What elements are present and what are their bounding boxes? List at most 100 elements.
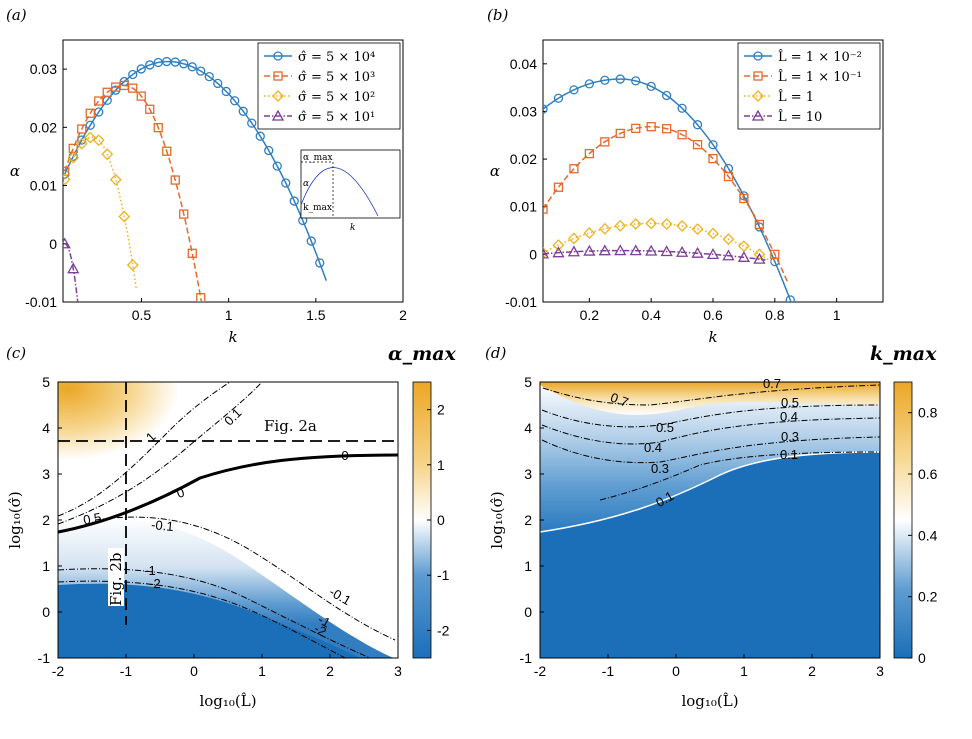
legend-marker [273, 71, 283, 81]
series-marker [306, 236, 316, 246]
x-tick-label: 3 [876, 663, 884, 679]
y-tick-label: 3 [42, 466, 50, 482]
y-axis-label: α [490, 162, 500, 180]
series-marker [583, 244, 596, 256]
y-tick-label: 5 [524, 374, 532, 390]
contour-label: 0.5 [656, 420, 674, 435]
y-tick-label: -0.01 [25, 294, 57, 310]
series-marker [660, 245, 673, 257]
contour-label: -0.1 [151, 517, 175, 534]
series-marker [179, 209, 189, 219]
series-marker [552, 239, 565, 252]
contour-label: 0.4 [644, 440, 662, 455]
series-marker [567, 232, 580, 245]
x-tick-label: -1 [120, 663, 133, 679]
series-marker [145, 60, 155, 70]
region-strong-negative [58, 583, 360, 658]
series-marker [708, 140, 718, 150]
contour-label: 0.3 [781, 429, 799, 444]
series-marker [708, 153, 718, 164]
series-marker [63, 237, 71, 249]
heatmap-c [58, 382, 398, 658]
y-tick-label: 0 [529, 246, 537, 262]
y-tick-label: 0 [524, 604, 532, 620]
series-marker [785, 295, 795, 302]
series-marker [567, 245, 581, 257]
colorbar-c-title: α_max [388, 343, 457, 365]
y-tick-label: -1 [38, 650, 51, 666]
y-tick-label: 0.02 [30, 119, 57, 135]
legend-marker [273, 51, 283, 61]
series-marker [722, 233, 735, 246]
series-marker [646, 81, 656, 92]
x-tick-label: 0.5 [132, 307, 152, 323]
series-marker [584, 79, 595, 89]
y-tick-label: 2 [42, 512, 50, 528]
series-marker [707, 227, 719, 240]
series-line [64, 243, 79, 302]
contour-label: 0.4 [780, 409, 798, 424]
contour-label: -2 [149, 576, 161, 591]
series-marker [128, 69, 138, 80]
legend-marker [271, 109, 285, 121]
series-marker [692, 120, 703, 130]
series-marker [196, 293, 206, 302]
y-tick-label: 0.03 [510, 103, 537, 119]
x-axis-label: log₁₀(L̂) [681, 692, 738, 710]
y-axis-label: log₁₀(σ̂) [488, 491, 506, 548]
legend-entry: σ̂ = 5 × 10¹ [298, 110, 375, 125]
series-marker [543, 104, 548, 114]
series-marker [196, 66, 206, 76]
y-tick-label: 0.02 [510, 151, 537, 167]
series-marker [145, 104, 155, 114]
series-marker [770, 249, 780, 260]
contour-labels-d: 0.70.70.50.50.40.40.30.30.10.1 [608, 376, 799, 510]
contour-label: 0.7 [608, 390, 630, 410]
legend-entry: L̂ = 10 [778, 109, 823, 125]
x-tick-label: 1 [740, 663, 748, 679]
inset-label-kmax: k_max [303, 203, 332, 213]
region-mid [540, 382, 880, 532]
contour-label: 0.5 [82, 510, 102, 528]
contour-label: 0 [174, 484, 186, 501]
colorbar-c-ticks: -2 -1 0 1 2 [427, 402, 450, 638]
series-marker [221, 86, 231, 97]
legend-entry: L̂ = 1 [778, 89, 814, 105]
contour-0-4 [541, 417, 880, 445]
series-marker [629, 218, 642, 230]
series-marker [281, 178, 291, 188]
fig2a-label-bg [262, 418, 318, 434]
series-marker [170, 175, 180, 185]
region-positive [58, 382, 260, 512]
y-tick-label: 4 [524, 420, 532, 436]
x-tick-label: 2 [326, 663, 334, 679]
series-marker [753, 252, 766, 264]
legend-marker [272, 90, 284, 102]
series-marker [552, 246, 565, 258]
x-tick-label: 0.8 [765, 307, 785, 323]
series-marker [85, 108, 95, 118]
x-tick-label: 3 [394, 663, 402, 679]
y-tick-label: -0.01 [505, 294, 537, 310]
series-marker [614, 244, 627, 256]
series-marker [264, 145, 274, 156]
colorbar-tick-label: 0.4 [918, 527, 938, 543]
series-marker [754, 219, 765, 230]
x-tick-label: 2 [808, 663, 816, 679]
contour-0-1 [58, 382, 263, 525]
legend-a: σ̂ = 5 × 10⁴ σ̂ = 5 × 10³ σ̂ = 5 × 10² σ̂ =… [257, 42, 401, 130]
colorbar-d-ticks: 0 0.2 0.4 0.6 0.8 [908, 405, 938, 666]
x-tick-label: 1 [258, 663, 266, 679]
series-marker [677, 103, 687, 113]
series-marker [84, 131, 97, 144]
series-1 [543, 122, 788, 282]
series-marker [63, 173, 71, 186]
series-marker [109, 173, 122, 186]
colorbar-tick-label: 0 [918, 650, 926, 666]
series-marker [543, 247, 549, 259]
series-group-a [63, 56, 328, 302]
colorbar-tick-label: 0 [437, 512, 445, 528]
contour-0-5 [541, 404, 880, 428]
legend-marker [753, 51, 763, 61]
fig2b-label-bg [108, 548, 124, 606]
